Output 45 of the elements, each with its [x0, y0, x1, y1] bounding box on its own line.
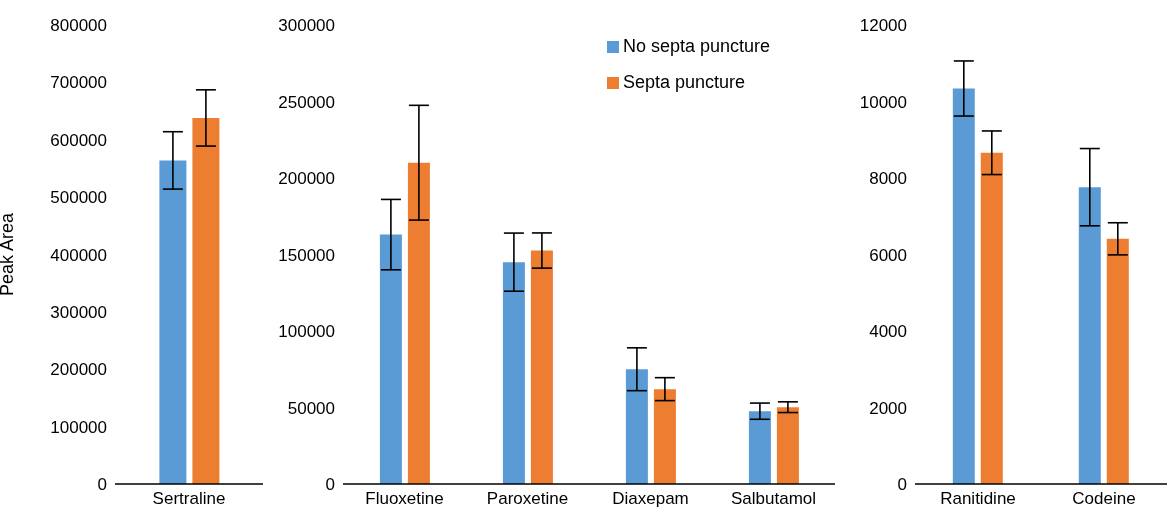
x-tick-label: Ranitidine: [940, 489, 1016, 509]
y-tick-label: 10000: [859, 92, 907, 112]
bar: [980, 152, 1003, 484]
bar: [776, 407, 799, 484]
x-tick-label: Fluoxetine: [365, 489, 444, 509]
y-tick-label: 4000: [869, 322, 907, 342]
legend-label: Septa puncture: [622, 72, 745, 92]
y-tick-label: 100000: [278, 322, 335, 342]
y-tick-label: 50000: [287, 398, 335, 418]
y-tick-label: 0: [97, 475, 107, 495]
bar: [748, 411, 771, 484]
y-tick-label: 400000: [50, 245, 107, 265]
y-tick-label: 2000: [869, 398, 907, 418]
y-tick-label: 250000: [278, 92, 335, 112]
legend-label: No septa puncture: [622, 36, 770, 56]
bar: [653, 389, 676, 484]
y-axis-title: Peak Area: [0, 211, 18, 297]
x-tick-label: Sertraline: [152, 489, 226, 509]
x-tick-label: Paroxetine: [486, 489, 569, 509]
y-tick-label: 700000: [50, 73, 107, 93]
y-tick-label: 100000: [50, 417, 107, 437]
bar: [407, 162, 430, 484]
y-tick-label: 150000: [278, 245, 335, 265]
y-tick-label: 300000: [50, 302, 107, 322]
bar: [952, 88, 975, 484]
y-tick-label: 300000: [278, 16, 335, 36]
bar: [1078, 187, 1101, 484]
x-tick-label: Codeine: [1072, 489, 1136, 509]
y-tick-label: 500000: [50, 188, 107, 208]
y-tick-label: 0: [325, 475, 335, 495]
y-tick-label: 8000: [869, 169, 907, 189]
x-tick-label: Diaxepam: [612, 489, 689, 509]
y-tick-label: 6000: [869, 245, 907, 265]
bar: [379, 234, 402, 484]
bar: [625, 369, 648, 484]
x-tick-label: Salbutamol: [730, 489, 817, 509]
y-tick-label: 800000: [50, 16, 107, 36]
bar: [1106, 238, 1129, 484]
bar: [502, 262, 525, 484]
y-tick-label: 200000: [278, 169, 335, 189]
y-tick-label: 12000: [859, 16, 907, 36]
bar: [530, 250, 553, 484]
y-tick-label: 200000: [50, 360, 107, 380]
y-tick-label: 600000: [50, 130, 107, 150]
y-tick-label: 0: [897, 475, 907, 495]
